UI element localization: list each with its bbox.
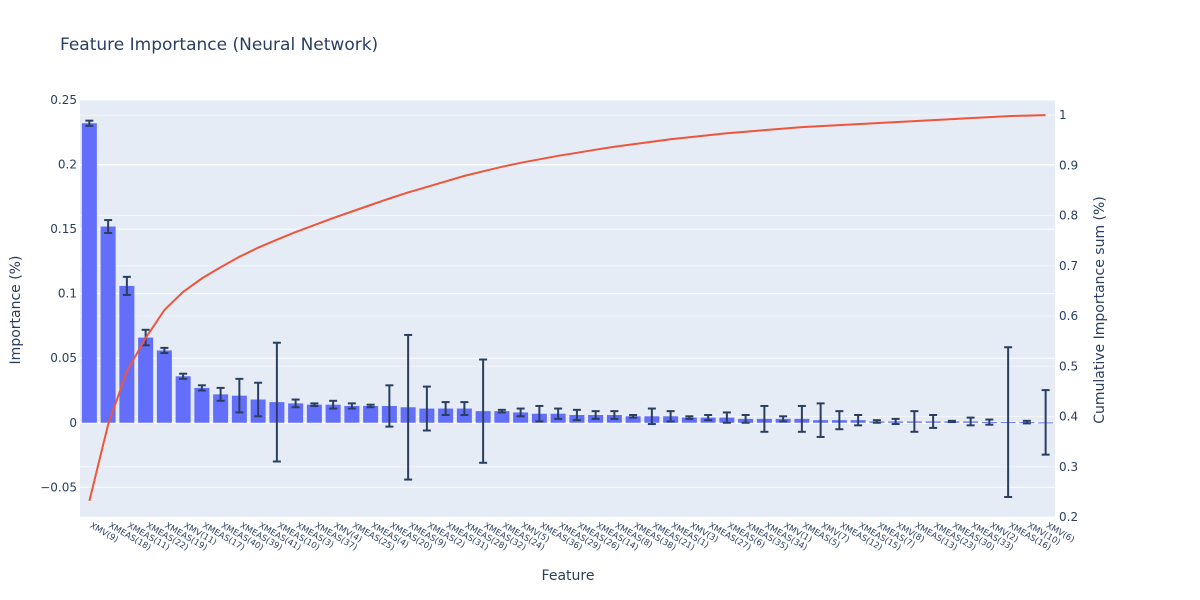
error-bar: [422, 385, 431, 432]
error-bar: [591, 410, 600, 420]
y2-tick-label: 0.9: [1059, 158, 1078, 172]
y-tick-label: 0.2: [58, 158, 77, 172]
error-bar: [854, 414, 863, 427]
error-bar: [479, 358, 488, 464]
error-bar: [910, 410, 919, 433]
error-bar: [441, 401, 450, 417]
error-bar: [610, 410, 619, 420]
left-axis-ticks: −0.05 0 0.05 0.1 0.15 0.2 0.25: [40, 93, 77, 494]
y-tick-label: −0.05: [40, 480, 77, 494]
bar: [681, 417, 697, 423]
error-bar: [497, 408, 506, 414]
error-bar: [516, 407, 525, 418]
error-bar: [404, 333, 413, 481]
error-bar: [947, 419, 956, 424]
y2-axis-title: Cumulative Importance sum (%): [1092, 196, 1108, 424]
error-bar: [460, 401, 469, 417]
bar: [625, 416, 641, 423]
error-bar: [1022, 419, 1031, 425]
y2-tick-label: 0.5: [1059, 359, 1078, 373]
y2-tick-label: 0.6: [1059, 309, 1078, 323]
error-bar: [666, 410, 675, 423]
y-axis-title: Importance (%): [8, 256, 24, 365]
error-bar: [366, 403, 375, 409]
error-bar: [179, 372, 188, 380]
error-bar: [329, 399, 338, 410]
error-bar: [254, 381, 263, 418]
error-bar: [629, 414, 638, 419]
bar: [156, 350, 172, 423]
error-bar: [685, 415, 694, 420]
error-bar: [535, 404, 544, 423]
bar: [175, 376, 191, 423]
error-bars: [85, 119, 1050, 498]
bar: [344, 405, 360, 423]
grid-lines: [80, 99, 1055, 518]
error-bar: [122, 275, 131, 296]
y2-tick-label: 0.3: [1059, 460, 1078, 474]
right-axis-ticks: 0.2 0.3 0.4 0.5 0.6 0.7 0.8 0.9 1: [1059, 108, 1078, 524]
bar: [81, 123, 97, 423]
error-bar: [572, 408, 581, 422]
error-bar: [835, 410, 844, 431]
y2-tick-label: 1: [1059, 108, 1067, 122]
error-bar: [741, 414, 750, 424]
bar: [306, 404, 322, 423]
error-bar: [760, 404, 769, 433]
y2-tick-label: 0.8: [1059, 209, 1078, 223]
error-bar: [985, 418, 994, 426]
bar: [363, 405, 379, 423]
error-bar: [104, 219, 113, 234]
error-bar: [704, 414, 713, 422]
error-bar: [310, 402, 319, 407]
error-bar: [891, 417, 900, 426]
bar: [194, 387, 210, 423]
error-bar: [85, 119, 94, 127]
error-bar: [385, 384, 394, 428]
chart-title: Feature Importance (Neural Network): [60, 35, 378, 55]
error-bar: [929, 414, 938, 429]
error-bar: [1041, 389, 1050, 456]
plot-background: [80, 100, 1055, 517]
error-bar: [272, 341, 281, 463]
cumulative-line: [88, 114, 1046, 502]
error-bar: [966, 416, 975, 427]
bar: [513, 412, 529, 423]
error-bar: [872, 419, 881, 424]
error-bar: [797, 404, 806, 433]
y-tick-label: 0.25: [50, 93, 77, 107]
error-bar: [197, 384, 206, 392]
error-bar: [722, 411, 731, 424]
bar: [138, 337, 154, 423]
bar: [494, 411, 510, 423]
error-bar: [647, 407, 656, 426]
error-bar: [235, 377, 244, 414]
y-tick-label: 0: [69, 416, 77, 430]
bar-series: [81, 123, 1054, 424]
error-bar: [347, 402, 356, 410]
error-bar: [1004, 346, 1013, 498]
y2-tick-label: 0.7: [1059, 259, 1078, 273]
cumulative-line-series: [88, 114, 1046, 502]
error-bar: [160, 346, 169, 355]
error-bar: [216, 386, 225, 402]
error-bar: [816, 402, 825, 438]
bar: [100, 226, 116, 423]
y2-tick-label: 0.2: [1059, 510, 1078, 524]
y-tick-label: 0.05: [50, 351, 77, 365]
x-axis-title: Feature: [542, 568, 595, 584]
error-bar: [291, 398, 300, 409]
error-bar: [779, 415, 788, 423]
y-tick-label: 0.1: [58, 287, 77, 301]
error-bar: [554, 407, 563, 420]
x-axis-ticks: XMV(9)XMEAS(18)XMEAS(11)XMEAS(22)XMEAS(1…: [88, 521, 1076, 553]
y2-tick-label: 0.4: [1059, 410, 1078, 424]
y-tick-label: 0.15: [50, 222, 77, 236]
bar: [119, 285, 135, 423]
